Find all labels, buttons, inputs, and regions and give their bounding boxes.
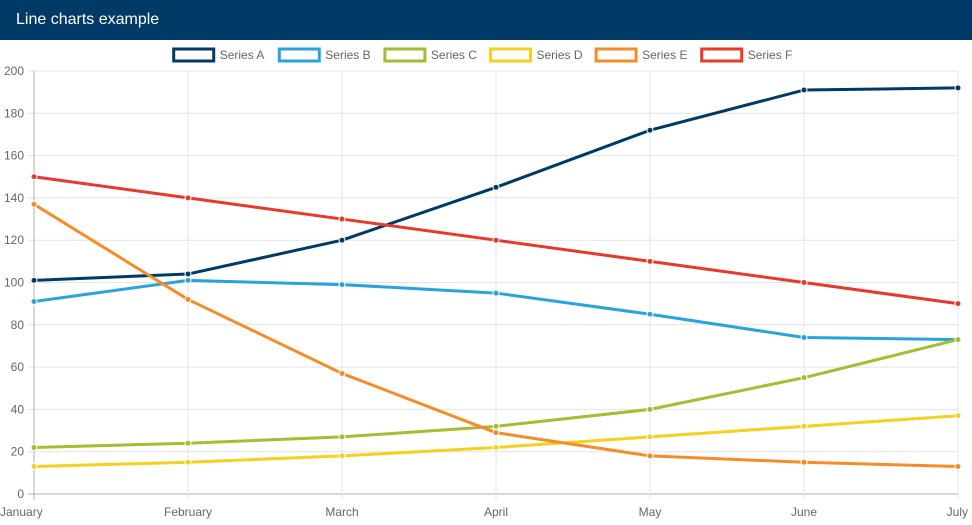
data-point[interactable]	[338, 281, 346, 289]
data-point[interactable]	[492, 183, 500, 191]
y-tick-label: 80	[11, 318, 25, 332]
data-point[interactable]	[492, 429, 500, 437]
y-tick-label: 140	[4, 191, 24, 205]
y-tick-label: 100	[4, 276, 24, 290]
data-point[interactable]	[30, 443, 38, 451]
data-point[interactable]	[30, 200, 38, 208]
series-series-c	[30, 336, 962, 451]
legend-label: Series A	[220, 48, 265, 62]
legend-item-series-e[interactable]: Series E	[594, 47, 687, 63]
series-series-a	[30, 84, 962, 284]
data-point[interactable]	[646, 452, 654, 460]
data-point[interactable]	[954, 336, 962, 344]
legend-swatch	[700, 47, 744, 63]
legend-label: Series E	[642, 48, 687, 62]
legend-label: Series D	[537, 48, 583, 62]
data-point[interactable]	[646, 310, 654, 318]
legend-item-series-f[interactable]: Series F	[700, 47, 793, 63]
legend-item-series-d[interactable]: Series D	[489, 47, 583, 63]
data-point[interactable]	[646, 433, 654, 441]
y-tick-label: 180	[4, 106, 24, 120]
data-point[interactable]	[492, 289, 500, 297]
x-tick-label: June	[791, 505, 817, 519]
data-point[interactable]	[30, 463, 38, 471]
data-point[interactable]	[800, 86, 808, 94]
data-point[interactable]	[184, 439, 192, 447]
data-point[interactable]	[954, 412, 962, 420]
data-point[interactable]	[800, 374, 808, 382]
chart-legend: Series A Series B Series C Series D Series E…	[172, 47, 793, 63]
app-header: Line charts example	[0, 0, 972, 40]
data-point[interactable]	[646, 257, 654, 265]
y-tick-label: 20	[11, 445, 25, 459]
data-point[interactable]	[800, 422, 808, 430]
legend-label: Series C	[431, 48, 477, 62]
series-series-d	[30, 412, 962, 471]
data-point[interactable]	[646, 405, 654, 413]
y-tick-label: 200	[4, 64, 24, 78]
line-chart: Series A Series B Series C Series D Series E…	[0, 47, 968, 519]
chart-series	[30, 84, 962, 471]
x-tick-label: March	[325, 505, 358, 519]
data-point[interactable]	[184, 276, 192, 284]
series-series-f	[30, 173, 962, 308]
x-tick-label: February	[164, 505, 212, 519]
legend-label: Series B	[325, 48, 370, 62]
x-tick-label: April	[484, 505, 508, 519]
x-tick-label: January	[0, 505, 43, 519]
legend-swatch	[383, 47, 427, 63]
data-point[interactable]	[30, 298, 38, 306]
legend-item-series-b[interactable]: Series B	[277, 47, 371, 63]
series-series-e	[30, 200, 962, 471]
data-point[interactable]	[492, 236, 500, 244]
data-point[interactable]	[184, 194, 192, 202]
data-point[interactable]	[338, 236, 346, 244]
data-point[interactable]	[184, 270, 192, 278]
page-title: Line charts example	[16, 11, 160, 28]
data-point[interactable]	[646, 126, 654, 134]
data-point[interactable]	[338, 452, 346, 460]
data-point[interactable]	[338, 369, 346, 377]
data-point[interactable]	[800, 458, 808, 466]
data-point[interactable]	[492, 422, 500, 430]
data-point[interactable]	[954, 463, 962, 471]
data-point[interactable]	[30, 173, 38, 181]
data-point[interactable]	[338, 215, 346, 223]
data-point[interactable]	[800, 279, 808, 286]
data-point[interactable]	[184, 458, 192, 466]
data-point[interactable]	[492, 443, 500, 451]
data-point[interactable]	[800, 333, 808, 341]
legend-item-series-a[interactable]: Series A	[172, 47, 265, 63]
y-tick-label: 60	[11, 360, 25, 374]
legend-label: Series F	[748, 48, 793, 62]
data-point[interactable]	[184, 295, 192, 303]
data-point[interactable]	[954, 84, 962, 92]
y-tick-label: 120	[4, 233, 24, 247]
data-point[interactable]	[338, 433, 346, 441]
x-tick-label: July	[947, 505, 968, 519]
y-tick-label: 0	[17, 487, 24, 501]
legend-swatch	[594, 47, 638, 63]
data-point[interactable]	[30, 276, 38, 284]
y-tick-label: 40	[11, 402, 25, 416]
x-axis: January February March April May June July	[0, 505, 968, 519]
x-tick-label: May	[639, 505, 662, 519]
legend-item-series-c[interactable]: Series C	[383, 47, 477, 63]
y-tick-label: 160	[4, 149, 24, 163]
data-point[interactable]	[954, 300, 962, 308]
legend-swatch	[277, 47, 321, 63]
legend-swatch	[489, 47, 532, 63]
y-axis: 0 20 40 60 80 100 120 140 160 180 200	[4, 64, 24, 501]
legend-swatch	[172, 47, 216, 63]
